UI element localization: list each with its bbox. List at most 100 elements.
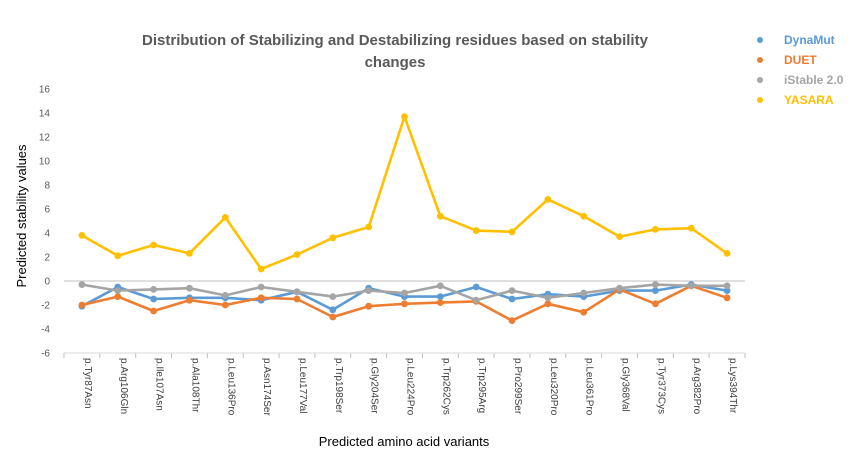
data-point [723,287,731,294]
data-point [508,287,516,294]
x-axis-label: Predicted amino acid variants [319,434,490,449]
x-category-label: p.Arg382Pro [691,358,702,415]
data-point [293,295,301,303]
legend-entry: YASARA [784,93,834,107]
x-category-label: p.Asn174Ser [261,358,272,416]
data-point [221,292,229,299]
data-point [687,224,695,232]
data-point [329,293,337,300]
data-point [186,284,193,292]
data-point [544,300,552,308]
data-point [687,282,695,290]
x-category-label: p.Trp198Ser [333,358,344,414]
x-category-label: p.Lys394Thr [727,358,738,414]
legend-marker [757,57,763,63]
data-point [508,228,516,236]
chart-title-line-1: Distribution of Stabilizing and Destabil… [142,32,649,49]
data-point [436,212,444,220]
data-point [472,296,480,304]
data-point [723,250,731,257]
data-point [436,299,444,306]
legend-entry: DUET [784,53,817,67]
y-tick-label: 8 [44,181,50,192]
y-tick-label: 0 [44,277,50,288]
y-tick-label: 16 [39,85,51,96]
data-point [401,289,408,297]
x-category-label: p.Arg106Gln [118,358,129,414]
x-category-label: p.Trp295Arg [476,358,487,413]
data-point [150,241,158,249]
legend-marker [757,97,763,103]
data-point [114,293,122,300]
data-point [186,250,193,257]
legend-entry: DynaMut [784,33,835,47]
x-category-label: p.Ile107Asn [154,358,165,411]
data-point [221,214,229,221]
data-point [329,313,337,321]
plot-area: 16 14 12 10 8 6 4 2 0 -2 -4 -6 p.Tyr87Asn p.Arg106Gln… [39,85,746,416]
data-point [257,283,265,291]
series-line [81,115,728,271]
x-category-label: p.Leu177Val [297,358,308,413]
data-point [580,289,588,297]
data-point [329,306,337,314]
legend-marker [757,77,763,83]
data-point [186,296,193,304]
legend-marker [757,37,763,43]
data-point [365,302,373,310]
x-category-label: p.Leu224Pro [405,358,416,416]
data-point [78,281,86,288]
legend: DynaMut DUET iStable 2.0 YASARA [757,33,844,107]
data-point [401,113,408,120]
data-point [508,295,516,303]
data-point [580,308,588,316]
data-point [78,301,86,309]
chart-title-line-2: changes [365,54,426,71]
data-point [221,301,229,309]
data-point [150,286,158,293]
data-point [257,265,265,273]
data-point [401,300,408,308]
data-point [651,287,659,294]
x-category-label: p.Leu136Pro [225,358,236,416]
data-point [436,293,444,300]
y-tick-label: -6 [41,349,50,360]
y-tick-label: 14 [39,109,51,120]
y-tick-label: -4 [41,325,50,336]
y-tick-label: 4 [44,229,50,240]
data-point [78,232,86,239]
data-point [114,252,122,260]
x-category-label: p.Trp262Cys [440,358,451,415]
data-point [651,281,659,288]
x-category-label: p.Tyr87Asn [82,358,93,409]
data-point [723,282,731,290]
data-point [544,196,552,203]
data-point [544,294,552,302]
data-point [150,295,158,303]
data-point [651,226,659,233]
x-category-label: p.Leu361Pro [584,358,595,416]
data-point [616,284,623,292]
data-point [329,234,337,242]
x-category-label: p.Leu320Pro [548,358,559,416]
y-tick-label: -2 [41,301,50,312]
data-point [436,282,444,290]
y-tick-label: 12 [39,133,51,144]
data-point [651,300,659,308]
x-category-label: p.Pro299Ser [512,358,523,415]
y-axis-label: Predicted stability values [14,144,29,288]
data-point [616,233,623,241]
legend-entry: iStable 2.0 [784,73,844,87]
y-tick-label: 6 [44,205,50,216]
data-point [150,307,158,315]
data-point [472,283,480,291]
x-category-label: p.Gly368Val [620,358,631,412]
data-point [580,212,588,220]
data-point [723,294,731,302]
data-point [293,251,301,258]
y-tick-label: 10 [39,157,51,168]
x-category-label: p.Tyr373Cys [655,358,666,414]
data-point [472,227,480,235]
data-point [293,288,301,296]
